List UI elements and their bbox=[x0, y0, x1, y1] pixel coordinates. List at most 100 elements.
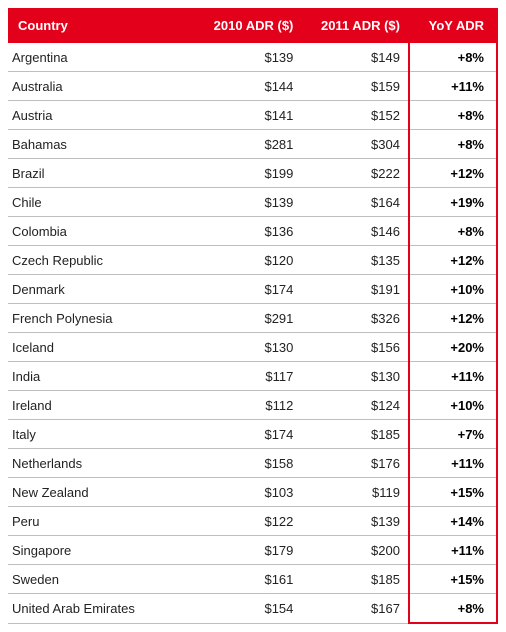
cell-2011-adr: $200 bbox=[301, 536, 409, 565]
cell-2010-adr: $117 bbox=[194, 362, 302, 391]
cell-2011-adr: $164 bbox=[301, 188, 409, 217]
table-row: Czech Republic$120$135+12% bbox=[8, 246, 497, 275]
cell-2011-adr: $191 bbox=[301, 275, 409, 304]
cell-yoy-adr: +15% bbox=[409, 478, 497, 507]
cell-2010-adr: $130 bbox=[194, 333, 302, 362]
cell-country: India bbox=[8, 362, 194, 391]
cell-yoy-adr: +8% bbox=[409, 130, 497, 159]
cell-2010-adr: $158 bbox=[194, 449, 302, 478]
table-row: Chile$139$164+19% bbox=[8, 188, 497, 217]
table-row: Bahamas$281$304+8% bbox=[8, 130, 497, 159]
cell-yoy-adr: +14% bbox=[409, 507, 497, 536]
table-row: Brazil$199$222+12% bbox=[8, 159, 497, 188]
cell-country: Argentina bbox=[8, 43, 194, 72]
cell-yoy-adr: +8% bbox=[409, 43, 497, 72]
table-header: Country 2010 ADR ($) 2011 ADR ($) YoY AD… bbox=[8, 8, 497, 43]
cell-country: Netherlands bbox=[8, 449, 194, 478]
cell-2010-adr: $122 bbox=[194, 507, 302, 536]
cell-2010-adr: $103 bbox=[194, 478, 302, 507]
table-row: French Polynesia$291$326+12% bbox=[8, 304, 497, 333]
cell-country: Italy bbox=[8, 420, 194, 449]
cell-2011-adr: $304 bbox=[301, 130, 409, 159]
table-row: Colombia$136$146+8% bbox=[8, 217, 497, 246]
cell-yoy-adr: +11% bbox=[409, 362, 497, 391]
cell-2011-adr: $326 bbox=[301, 304, 409, 333]
cell-2011-adr: $130 bbox=[301, 362, 409, 391]
cell-2010-adr: $144 bbox=[194, 72, 302, 101]
cell-2011-adr: $119 bbox=[301, 478, 409, 507]
header-row: Country 2010 ADR ($) 2011 ADR ($) YoY AD… bbox=[8, 8, 497, 43]
cell-country: Singapore bbox=[8, 536, 194, 565]
cell-country: Brazil bbox=[8, 159, 194, 188]
cell-country: Chile bbox=[8, 188, 194, 217]
cell-2010-adr: $174 bbox=[194, 420, 302, 449]
cell-yoy-adr: +10% bbox=[409, 391, 497, 420]
cell-country: United Arab Emirates bbox=[8, 594, 194, 624]
table-row: Australia$144$159+11% bbox=[8, 72, 497, 101]
table-row: United Arab Emirates$154$167+8% bbox=[8, 594, 497, 624]
cell-yoy-adr: +12% bbox=[409, 304, 497, 333]
table-row: Italy$174$185+7% bbox=[8, 420, 497, 449]
table-row: Denmark$174$191+10% bbox=[8, 275, 497, 304]
cell-2011-adr: $149 bbox=[301, 43, 409, 72]
cell-yoy-adr: +7% bbox=[409, 420, 497, 449]
cell-2010-adr: $139 bbox=[194, 43, 302, 72]
cell-2011-adr: $176 bbox=[301, 449, 409, 478]
cell-country: Colombia bbox=[8, 217, 194, 246]
table-row: Austria$141$152+8% bbox=[8, 101, 497, 130]
cell-country: Peru bbox=[8, 507, 194, 536]
cell-country: Bahamas bbox=[8, 130, 194, 159]
cell-country: French Polynesia bbox=[8, 304, 194, 333]
cell-country: Austria bbox=[8, 101, 194, 130]
cell-yoy-adr: +8% bbox=[409, 101, 497, 130]
adr-table-container: Country 2010 ADR ($) 2011 ADR ($) YoY AD… bbox=[8, 8, 498, 624]
table-row: Singapore$179$200+11% bbox=[8, 536, 497, 565]
cell-yoy-adr: +20% bbox=[409, 333, 497, 362]
cell-yoy-adr: +15% bbox=[409, 565, 497, 594]
cell-2011-adr: $185 bbox=[301, 565, 409, 594]
table-body: Argentina$139$149+8%Australia$144$159+11… bbox=[8, 43, 497, 623]
cell-2011-adr: $222 bbox=[301, 159, 409, 188]
cell-country: Czech Republic bbox=[8, 246, 194, 275]
cell-yoy-adr: +10% bbox=[409, 275, 497, 304]
cell-country: Denmark bbox=[8, 275, 194, 304]
cell-2010-adr: $199 bbox=[194, 159, 302, 188]
table-row: New Zealand$103$119+15% bbox=[8, 478, 497, 507]
cell-2010-adr: $291 bbox=[194, 304, 302, 333]
cell-2010-adr: $179 bbox=[194, 536, 302, 565]
cell-2010-adr: $161 bbox=[194, 565, 302, 594]
cell-2011-adr: $146 bbox=[301, 217, 409, 246]
col-country: Country bbox=[8, 8, 194, 43]
table-row: Argentina$139$149+8% bbox=[8, 43, 497, 72]
cell-2011-adr: $135 bbox=[301, 246, 409, 275]
cell-yoy-adr: +12% bbox=[409, 246, 497, 275]
table-row: Ireland$112$124+10% bbox=[8, 391, 497, 420]
table-row: Sweden$161$185+15% bbox=[8, 565, 497, 594]
cell-2010-adr: $136 bbox=[194, 217, 302, 246]
cell-2011-adr: $152 bbox=[301, 101, 409, 130]
cell-2010-adr: $154 bbox=[194, 594, 302, 624]
cell-yoy-adr: +12% bbox=[409, 159, 497, 188]
adr-table: Country 2010 ADR ($) 2011 ADR ($) YoY AD… bbox=[8, 8, 498, 624]
cell-yoy-adr: +19% bbox=[409, 188, 497, 217]
cell-yoy-adr: +8% bbox=[409, 594, 497, 624]
cell-yoy-adr: +11% bbox=[409, 536, 497, 565]
cell-country: Australia bbox=[8, 72, 194, 101]
col-yoy-adr: YoY ADR bbox=[409, 8, 497, 43]
cell-country: Sweden bbox=[8, 565, 194, 594]
cell-country: Ireland bbox=[8, 391, 194, 420]
cell-country: Iceland bbox=[8, 333, 194, 362]
col-2010-adr: 2010 ADR ($) bbox=[194, 8, 302, 43]
cell-yoy-adr: +11% bbox=[409, 449, 497, 478]
cell-2011-adr: $167 bbox=[301, 594, 409, 624]
cell-country: New Zealand bbox=[8, 478, 194, 507]
cell-2010-adr: $141 bbox=[194, 101, 302, 130]
cell-2011-adr: $139 bbox=[301, 507, 409, 536]
table-row: Peru$122$139+14% bbox=[8, 507, 497, 536]
table-row: India$117$130+11% bbox=[8, 362, 497, 391]
cell-yoy-adr: +11% bbox=[409, 72, 497, 101]
cell-2011-adr: $124 bbox=[301, 391, 409, 420]
cell-2010-adr: $281 bbox=[194, 130, 302, 159]
table-row: Iceland$130$156+20% bbox=[8, 333, 497, 362]
col-2011-adr: 2011 ADR ($) bbox=[301, 8, 409, 43]
